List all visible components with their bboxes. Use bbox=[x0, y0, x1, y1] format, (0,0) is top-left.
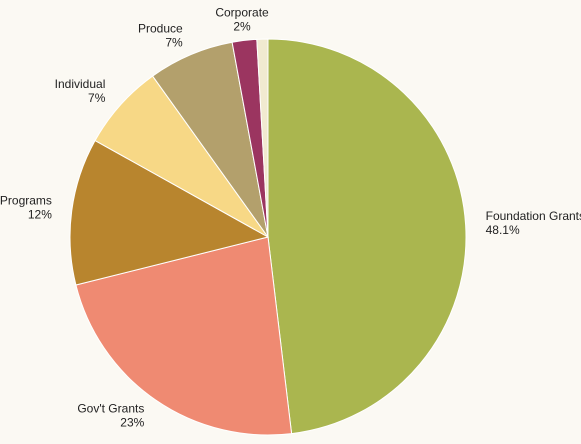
pie-slice bbox=[69, 139, 270, 286]
slice-label: Programs bbox=[0, 193, 52, 207]
pie-slice bbox=[75, 236, 293, 436]
slice-value-label: 7% bbox=[88, 91, 106, 105]
slice-label: Corporate bbox=[215, 6, 269, 20]
pie-slice bbox=[256, 38, 269, 238]
slice-value-label: 48.1% bbox=[486, 223, 520, 237]
slice-label: Foundation Grants bbox=[486, 209, 581, 223]
slice-value-label: 23% bbox=[120, 416, 144, 430]
slice-label: Individual bbox=[55, 77, 106, 91]
slice-label: Produce bbox=[138, 22, 183, 36]
pie-slice bbox=[267, 38, 467, 435]
slice-label: Gov't Grants bbox=[77, 402, 144, 416]
slice-value-label: 7% bbox=[165, 36, 183, 50]
slice-value-label: 2% bbox=[233, 20, 251, 34]
slice-value-label: 12% bbox=[28, 207, 52, 221]
